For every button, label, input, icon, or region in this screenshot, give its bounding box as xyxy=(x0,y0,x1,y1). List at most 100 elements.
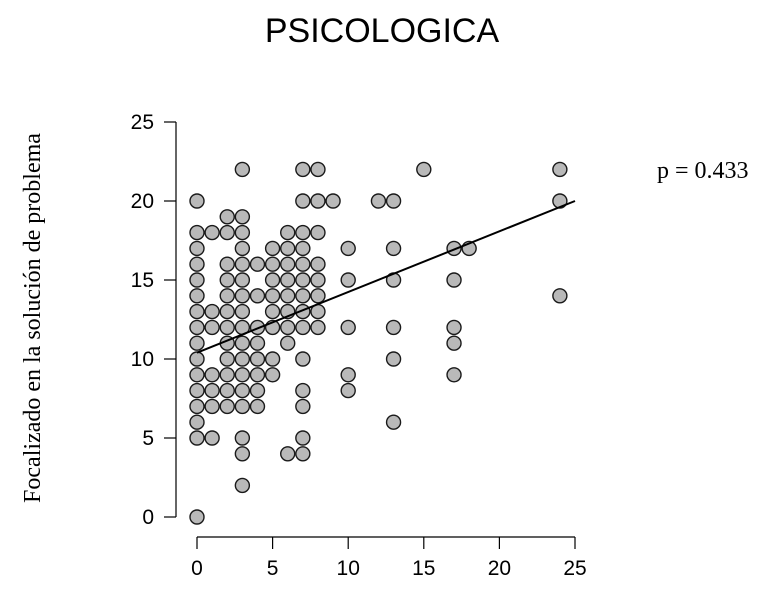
data-point xyxy=(310,272,326,288)
data-point xyxy=(446,319,462,336)
data-point xyxy=(234,288,251,304)
data-point xyxy=(249,335,266,351)
data-point xyxy=(189,414,205,430)
data-point xyxy=(385,319,402,336)
data-point xyxy=(234,382,251,399)
data-point xyxy=(310,161,326,178)
data-point xyxy=(295,288,311,304)
data-point xyxy=(204,382,220,399)
data-point xyxy=(264,272,281,288)
y-tick-label: 5 xyxy=(142,427,154,450)
data-point xyxy=(310,224,326,241)
data-point xyxy=(189,272,205,288)
data-point xyxy=(446,335,462,351)
data-point xyxy=(249,382,266,399)
data-point xyxy=(189,303,205,320)
data-point xyxy=(370,193,387,209)
data-point xyxy=(234,367,251,383)
x-tick-label: 0 xyxy=(191,557,203,580)
data-point xyxy=(189,240,205,257)
data-point xyxy=(189,256,205,272)
data-point xyxy=(234,351,251,367)
chart-title: PSICOLOGICA xyxy=(265,12,500,50)
data-point xyxy=(189,193,205,209)
data-point xyxy=(204,319,220,336)
data-point xyxy=(280,335,296,351)
data-point xyxy=(234,224,251,241)
data-point xyxy=(340,367,356,383)
x-tick-label: 25 xyxy=(563,557,586,580)
regression-line-group xyxy=(196,200,576,354)
data-point xyxy=(249,256,266,272)
data-point xyxy=(295,256,311,272)
data-point xyxy=(234,398,251,415)
data-point xyxy=(325,193,341,209)
data-point xyxy=(295,240,311,257)
data-point xyxy=(264,256,281,272)
data-point xyxy=(249,367,266,383)
data-point xyxy=(340,382,356,399)
y-tick-label: 20 xyxy=(131,190,154,213)
data-point xyxy=(295,193,311,209)
p-value-annotation: p = 0.433 xyxy=(657,158,749,184)
data-point xyxy=(340,240,356,257)
data-point xyxy=(552,161,568,178)
data-point xyxy=(234,240,251,257)
data-point xyxy=(219,288,235,304)
data-point xyxy=(234,446,251,462)
data-point xyxy=(385,240,402,257)
y-tick-label: 25 xyxy=(131,111,154,134)
x-tick-label: 10 xyxy=(337,557,360,580)
y-axis-label: Focalizado en la solución de problema xyxy=(20,133,46,503)
data-point xyxy=(280,272,296,288)
data-point xyxy=(189,224,205,241)
data-point xyxy=(234,335,251,351)
data-point xyxy=(280,288,296,304)
data-point xyxy=(340,272,356,288)
data-point xyxy=(446,272,462,288)
data-point xyxy=(219,256,235,272)
data-point xyxy=(189,430,205,446)
data-point xyxy=(189,367,205,383)
data-point xyxy=(219,382,235,399)
data-point xyxy=(204,303,220,320)
data-point xyxy=(280,240,296,257)
data-point xyxy=(189,319,205,336)
data-point xyxy=(234,303,251,320)
data-point xyxy=(234,209,251,225)
data-point xyxy=(264,240,281,257)
data-point xyxy=(310,288,326,304)
data-point xyxy=(189,398,205,415)
data-point xyxy=(219,224,235,241)
data-point xyxy=(234,430,251,446)
y-tick-label: 10 xyxy=(131,348,154,371)
data-point xyxy=(295,272,311,288)
data-point xyxy=(310,319,326,336)
data-point xyxy=(219,319,235,336)
data-point xyxy=(234,161,251,178)
data-point xyxy=(189,335,205,351)
y-tick-label: 0 xyxy=(142,506,154,529)
data-point xyxy=(219,272,235,288)
data-point xyxy=(280,224,296,241)
data-point xyxy=(264,303,281,320)
data-point xyxy=(189,509,205,525)
data-point xyxy=(234,272,251,288)
regression-line xyxy=(196,200,576,354)
y-tick-label: 15 xyxy=(131,269,154,292)
scatter-points xyxy=(189,161,568,525)
data-point xyxy=(204,224,220,241)
data-point xyxy=(219,303,235,320)
data-point xyxy=(249,398,266,415)
data-point xyxy=(264,288,281,304)
data-point xyxy=(249,351,266,367)
data-point xyxy=(310,256,326,272)
data-point xyxy=(234,477,251,494)
data-point xyxy=(219,351,235,367)
data-point xyxy=(295,382,311,399)
data-point xyxy=(249,288,266,304)
data-point xyxy=(264,367,281,383)
data-point xyxy=(385,351,402,367)
data-point xyxy=(280,256,296,272)
